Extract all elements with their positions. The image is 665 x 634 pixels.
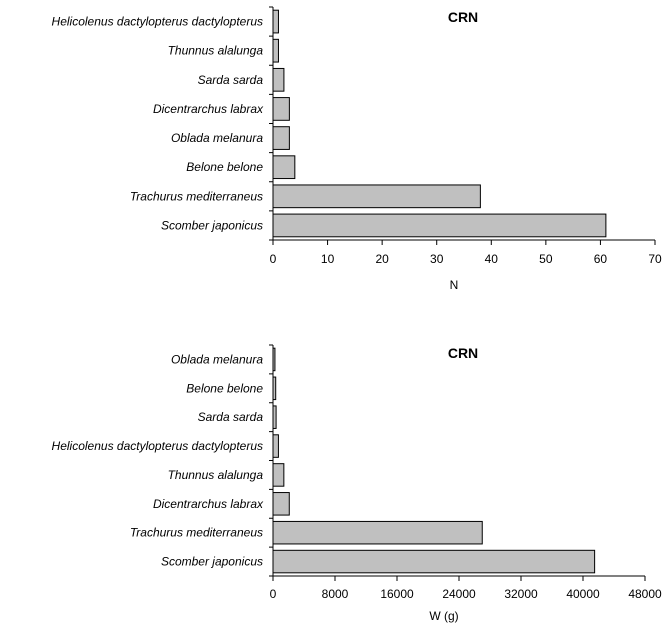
category-label-helicolenus-dactylopterus-dactylopterus: Helicolenus dactylopterus dactylopterus	[52, 439, 263, 453]
category-label-oblada-melanura: Oblada melanura	[171, 131, 263, 145]
bar-belone-belone	[272, 155, 296, 180]
x-tick-label: 16000	[380, 587, 414, 601]
x-tick-label: 0	[270, 252, 277, 266]
x-tick-label: 10	[321, 252, 335, 266]
category-label-trachurus-mediterraneus: Trachurus mediterraneus	[130, 526, 263, 540]
category-label-sarda-sarda: Sarda sarda	[198, 73, 264, 87]
bar-scomber-japonicus	[272, 549, 596, 574]
category-label-belone-belone: Belone belone	[186, 381, 263, 395]
bar-scomber-japonicus	[272, 213, 607, 238]
x-axis-label: W (g)	[429, 609, 458, 623]
x-tick-label: 48000	[628, 587, 662, 601]
x-tick-label: 20	[375, 252, 389, 266]
category-label-scomber-japonicus: Scomber japonicus	[161, 555, 263, 569]
category-label-trachurus-mediterraneus: Trachurus mediterraneus	[130, 189, 263, 203]
bar-thunnus-alalunga	[272, 463, 285, 487]
bar-thunnus-alalunga	[272, 38, 279, 63]
x-tick-label: 60	[594, 252, 608, 266]
category-label-oblada-melanura: Oblada melanura	[171, 352, 263, 366]
x-tick-label: 32000	[504, 587, 538, 601]
x-tick-label: 30	[430, 252, 444, 266]
bar-oblada-melanura	[272, 126, 290, 150]
x-tick-label: 40000	[566, 587, 600, 601]
category-label-sarda-sarda: Sarda sarda	[198, 410, 264, 424]
x-tick-label: 24000	[442, 587, 476, 601]
category-label-thunnus-alalunga: Thunnus alalunga	[168, 468, 264, 482]
x-tick-label: 8000	[322, 587, 349, 601]
bar-sarda-sarda	[272, 67, 285, 92]
category-label-helicolenus-dactylopterus-dactylopterus: Helicolenus dactylopterus dactylopterus	[52, 15, 263, 29]
bar-dicentrarchus-labrax	[272, 97, 290, 121]
category-label-dicentrarchus-labrax: Dicentrarchus labrax	[153, 102, 264, 116]
bar-helicolenus-dactylopterus-dactylopterus	[272, 9, 279, 34]
chart-n-count: CRN Helicolenus dactylopterus dactylopter…	[52, 6, 662, 292]
x-tick-label: 0	[270, 587, 277, 601]
bar-helicolenus-dactylopterus-dactylopterus	[272, 434, 279, 458]
category-label-scomber-japonicus: Scomber japonicus	[161, 218, 263, 232]
x-axis-label: N	[450, 278, 459, 292]
category-label-thunnus-alalunga: Thunnus alalunga	[168, 44, 264, 58]
chart-weight: CRN Oblada melanura Belone belone Sarda sar…	[52, 344, 662, 623]
x-tick-label: 40	[485, 252, 499, 266]
x-tick-label: 50	[539, 252, 553, 266]
category-label-dicentrarchus-labrax: Dicentrarchus labrax	[153, 497, 264, 511]
category-label-belone-belone: Belone belone	[186, 160, 263, 174]
chart-title: CRN	[448, 345, 478, 361]
x-tick-label: 70	[648, 252, 662, 266]
bar-trachurus-mediterraneus	[272, 184, 481, 209]
chart-title: CRN	[448, 9, 478, 25]
bar-dicentrarchus-labrax	[272, 492, 290, 516]
bar-trachurus-mediterraneus	[272, 520, 483, 545]
